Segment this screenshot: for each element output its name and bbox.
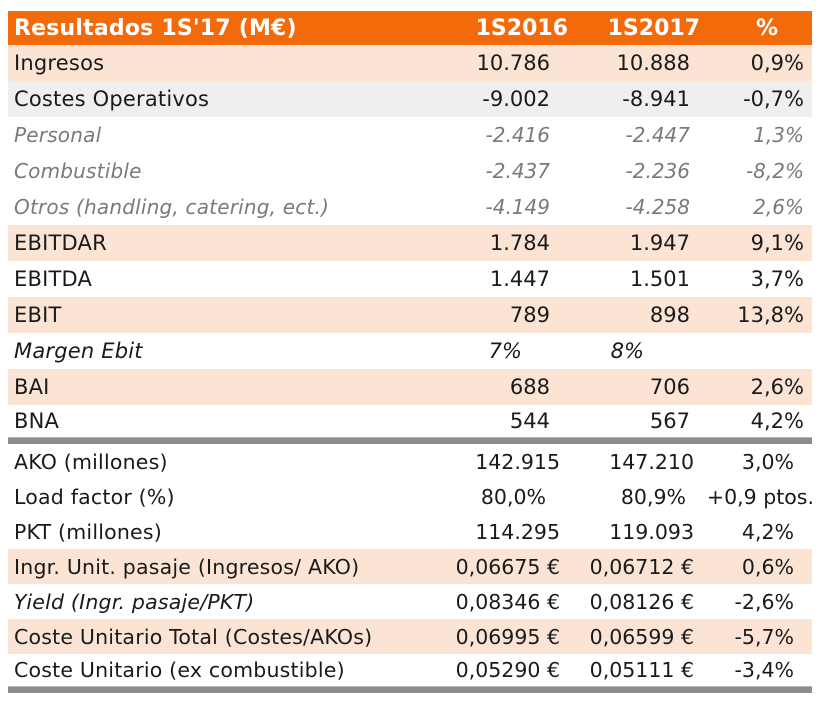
value-1s2017: -2.447 — [625, 123, 690, 147]
row-label: Ingresos — [14, 51, 105, 75]
value-pct: 13,8% — [737, 303, 804, 327]
header-1s2016: 1S2016 — [475, 15, 568, 41]
value-1s2016: 10.786 — [476, 51, 550, 75]
row-combustible: Combustible -2.437 -2.236 -8,2% — [8, 153, 812, 189]
row-costes-operativos: Costes Operativos -9.002 -8.941 -0,7% — [8, 81, 812, 117]
value-1s2017: -4.258 — [625, 195, 690, 219]
value-1s2016: 0,05290 € — [455, 658, 560, 682]
row-label: Coste Unitario (ex combustible) — [14, 658, 345, 682]
value-1s2017: 706 — [649, 375, 690, 399]
row-margen-ebit: Margen Ebit 7% 8% — [8, 333, 812, 369]
value-1s2016: 1.447 — [489, 267, 550, 291]
value-pct: 0,9% — [750, 51, 804, 75]
value-pct: 1,3% — [753, 123, 804, 147]
row-load-factor: Load factor (%) 80,0% 80,9% +0,9 ptos. — [8, 479, 814, 514]
value-1s2017: 0,06712 € — [589, 554, 694, 579]
value-1s2016: 0,06995 € — [455, 624, 560, 649]
row-pkt: PKT (millones) 114.295 119.093 4,2% — [8, 514, 812, 549]
section-divider — [8, 437, 812, 444]
bottom-rule — [8, 686, 812, 693]
row-label: EBITDA — [14, 267, 93, 291]
row-label: AKO (millones) — [14, 449, 168, 474]
row-label: Ingr. Unit. pasaje (Ingresos/ AKO) — [14, 554, 360, 579]
value-1s2016: 0,08346 € — [455, 589, 560, 614]
row-label: Combustible — [14, 159, 142, 183]
value-pct: 4,2% — [741, 519, 794, 544]
row-label: EBIT — [14, 303, 62, 327]
row-ako: AKO (millones) 142.915 147.210 3,0% — [8, 444, 812, 479]
value-pct: 3,7% — [750, 267, 804, 291]
value-1s2017: 119.093 — [609, 519, 694, 544]
header-pct: % — [755, 15, 778, 41]
value-1s2017: 10.888 — [616, 51, 690, 75]
value-pct: -8,2% — [745, 159, 804, 183]
row-label: Load factor (%) — [14, 484, 175, 509]
value-1s2016: 80,0% — [480, 484, 546, 509]
row-label: Coste Unitario Total (Costes/AKOs) — [14, 624, 373, 649]
row-yield: Yield (Ingr. pasaje/PKT) 0,08346 € 0,081… — [8, 584, 812, 619]
value-1s2017: -8.941 — [622, 87, 690, 111]
row-ebit: EBIT 789 898 13,8% — [8, 297, 812, 333]
row-coste-unitario-total: Coste Unitario Total (Costes/AKOs) 0,069… — [8, 619, 812, 654]
value-1s2016: 7% — [488, 339, 522, 363]
value-pct: -5,7% — [734, 624, 794, 649]
row-ebitda: EBITDA 1.447 1.501 3,7% — [8, 261, 812, 297]
value-1s2017: 0,08126 € — [589, 589, 694, 614]
row-label: Yield (Ingr. pasaje/PKT) — [14, 589, 255, 614]
value-pct: 4,2% — [750, 409, 804, 433]
row-label: Otros (handling, catering, ect.) — [14, 195, 330, 219]
row-ebitdar: EBITDAR 1.784 1.947 9,1% — [8, 225, 812, 261]
value-1s2016: -4.149 — [485, 195, 550, 219]
value-pct: -3,4% — [734, 658, 794, 682]
value-1s2017: 1.501 — [629, 267, 690, 291]
value-1s2016: 789 — [509, 303, 550, 327]
row-label: Costes Operativos — [14, 87, 210, 111]
value-1s2017: 1.947 — [629, 231, 690, 255]
value-1s2017: 80,9% — [620, 484, 686, 509]
value-1s2016: -2.437 — [485, 159, 550, 183]
value-pct: +0,9 ptos. — [706, 484, 814, 509]
value-1s2017: 8% — [610, 339, 644, 363]
value-pct: 9,1% — [750, 231, 804, 255]
value-pct: 2,6% — [750, 375, 804, 399]
row-ingresos: Ingresos 10.786 10.888 0,9% — [8, 45, 812, 81]
value-1s2017: 147.210 — [609, 449, 694, 474]
row-label: EBITDAR — [14, 231, 107, 255]
value-1s2017: 898 — [649, 303, 690, 327]
value-pct: 0,6% — [741, 554, 794, 579]
value-1s2016: -2.416 — [485, 123, 550, 147]
row-bna: BNA 544 567 4,2% — [8, 405, 812, 437]
value-1s2016: 142.915 — [475, 449, 560, 474]
value-1s2017: 0,06599 € — [589, 624, 694, 649]
value-1s2016: 0,06675 € — [455, 554, 560, 579]
header-1s2017: 1S2017 — [607, 15, 700, 41]
value-1s2016: 544 — [509, 409, 550, 433]
row-label: Personal — [14, 123, 102, 147]
row-bai: BAI 688 706 2,6% — [8, 369, 812, 405]
row-label: BAI — [14, 375, 50, 399]
row-label: BNA — [14, 409, 60, 433]
value-1s2016: 114.295 — [475, 519, 560, 544]
value-pct: -0,7% — [743, 87, 804, 111]
row-personal: Personal -2.416 -2.447 1,3% — [8, 117, 812, 153]
value-1s2016: -9.002 — [482, 87, 550, 111]
table-title: Resultados 1S'17 (M€) — [14, 15, 297, 41]
value-pct: 3,0% — [741, 449, 794, 474]
row-label: Margen Ebit — [14, 339, 143, 363]
results-table: Resultados 1S'17 (M€) 1S2016 1S2017 % In… — [8, 11, 814, 693]
value-pct: -2,6% — [734, 589, 794, 614]
value-1s2017: 567 — [649, 409, 690, 433]
row-ingr-unit: Ingr. Unit. pasaje (Ingresos/ AKO) 0,066… — [8, 549, 812, 584]
value-1s2017: 0,05111 € — [589, 658, 694, 682]
row-otros: Otros (handling, catering, ect.) -4.149 … — [8, 189, 812, 225]
value-1s2016: 688 — [509, 375, 550, 399]
row-coste-unitario-ex: Coste Unitario (ex combustible) 0,05290 … — [8, 654, 812, 686]
row-label: PKT (millones) — [14, 519, 162, 544]
value-1s2017: -2.236 — [625, 159, 690, 183]
table-header: Resultados 1S'17 (M€) 1S2016 1S2017 % — [8, 11, 812, 45]
value-1s2016: 1.784 — [489, 231, 550, 255]
value-pct: 2,6% — [753, 195, 804, 219]
